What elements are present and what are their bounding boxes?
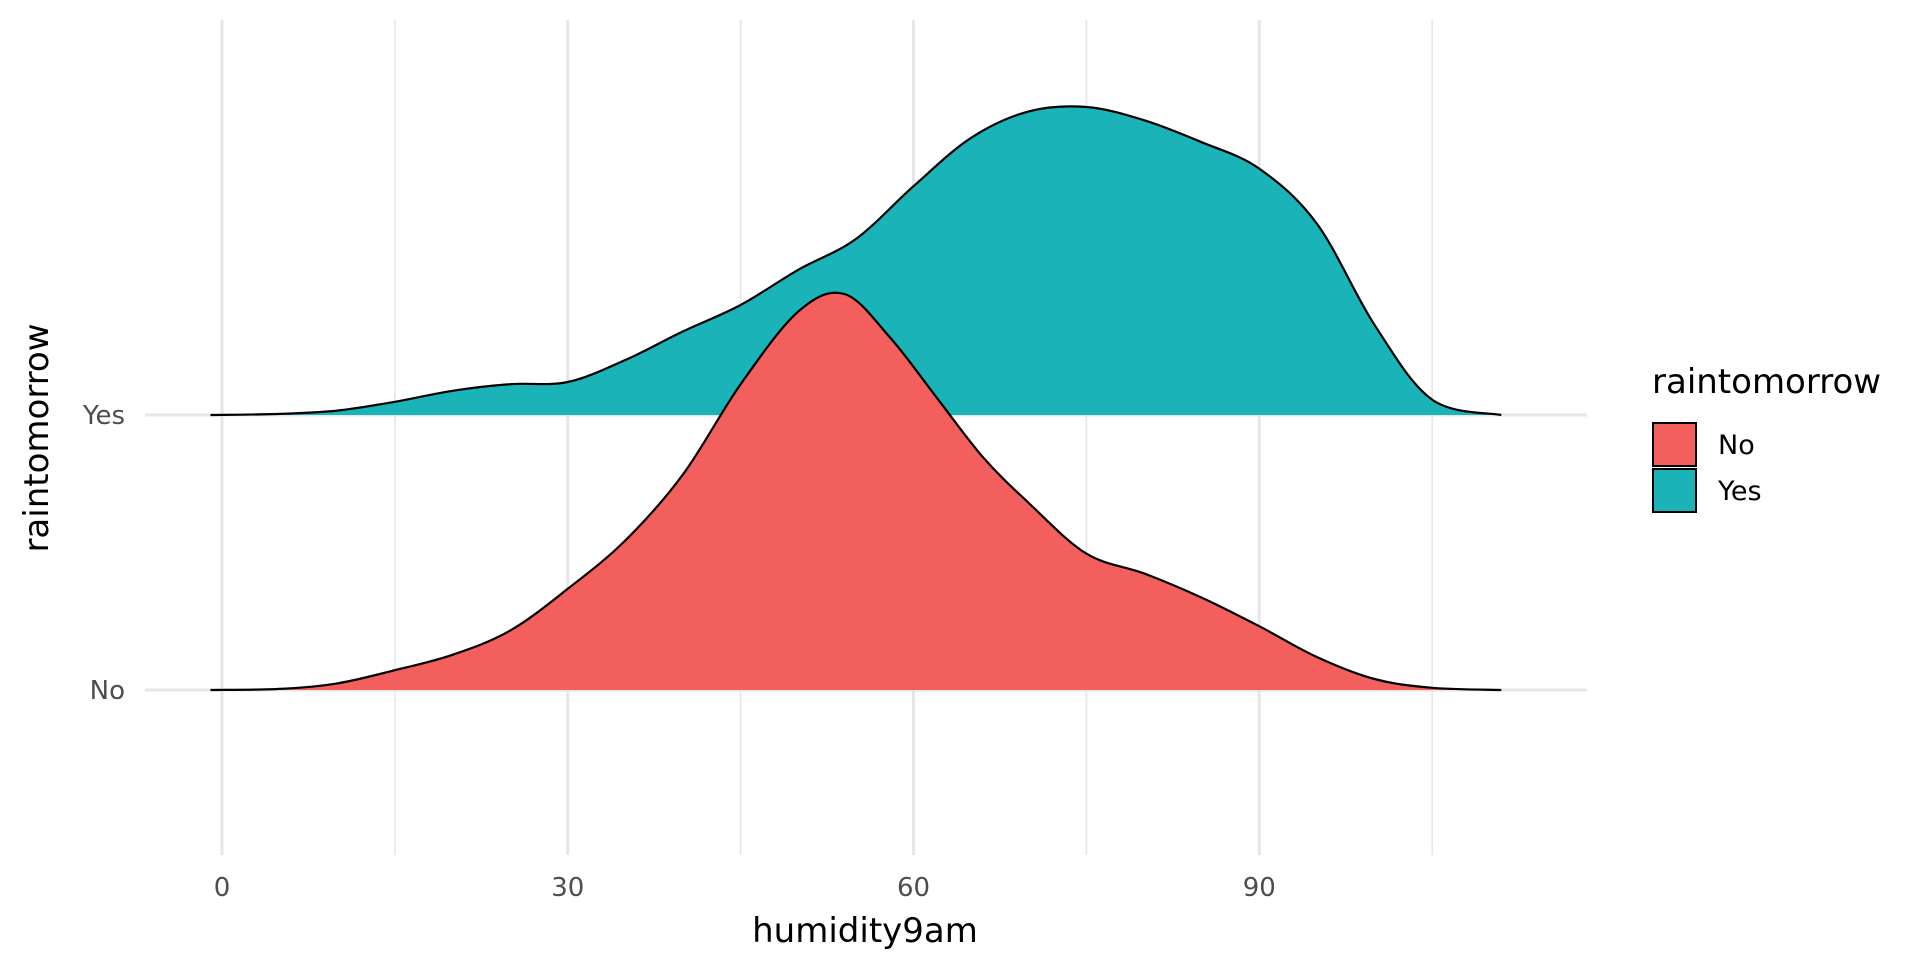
x-tick-label: 30 — [551, 873, 584, 903]
x-tick-label: 90 — [1243, 873, 1276, 903]
legend-title: raintomorrow — [1652, 362, 1881, 402]
y-axis-title: raintomorrow — [17, 323, 57, 552]
x-axis-ticks: 0 30 60 90 — [214, 873, 1276, 903]
y-tick-label-yes: Yes — [82, 401, 125, 431]
ridge-fill-yes — [210, 106, 1502, 416]
legend-label-yes: Yes — [1717, 476, 1762, 507]
y-tick-label-no: No — [90, 676, 125, 706]
ridge-outline-yes — [210, 105, 1502, 417]
ridge-fill-no — [210, 292, 1502, 690]
x-tick-label: 0 — [214, 873, 231, 903]
density-ridges — [210, 105, 1502, 692]
legend-key-yes — [1652, 468, 1697, 513]
legend-key-no — [1652, 422, 1697, 467]
legend: raintomorrow No Yes — [1652, 362, 1881, 513]
x-tick-label: 60 — [897, 873, 930, 903]
y-axis-ticks: No Yes — [82, 401, 125, 706]
legend-label-no: No — [1718, 430, 1755, 461]
ridge-outline-no — [210, 291, 1502, 692]
x-axis-title: humidity9am — [752, 911, 978, 951]
